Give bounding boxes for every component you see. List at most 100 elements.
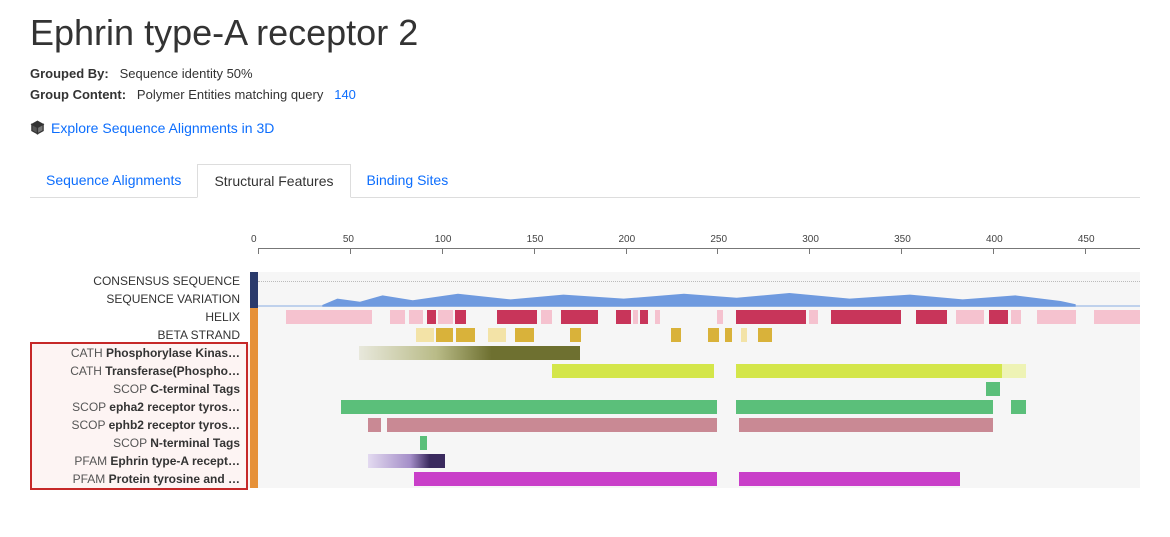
feature-segment[interactable] [390,310,405,324]
track-body [258,416,1140,434]
tab-structural-features[interactable]: Structural Features [197,164,350,198]
explore-3d-link[interactable]: Explore Sequence Alignments in 3D [51,120,274,136]
feature-segment[interactable] [1011,400,1026,414]
feature-segment[interactable] [416,328,434,342]
feature-segment[interactable] [570,328,581,342]
axis-tick: 300 [809,248,810,254]
feature-segment[interactable] [1037,310,1076,324]
feature-segment[interactable] [616,310,631,324]
track-body [258,470,1140,488]
axis-tick: 50 [350,248,351,254]
feature-segment[interactable] [427,310,436,324]
grouped-by-label: Grouped By: [30,66,109,81]
feature-segment[interactable] [640,310,647,324]
feature-segment[interactable] [359,346,580,360]
feature-segment[interactable] [1002,364,1026,378]
feature-segment[interactable] [736,364,1002,378]
feature-segment[interactable] [671,328,680,342]
feature-segment[interactable] [438,310,453,324]
track-row[interactable] [250,290,1140,308]
axis-tick: 200 [626,248,627,254]
track-row[interactable] [250,326,1140,344]
feature-segment[interactable] [497,310,537,324]
tab-binding-sites[interactable]: Binding Sites [351,164,465,197]
track-label: SEQUENCE VARIATION [30,290,250,308]
feature-segment[interactable] [341,400,718,414]
track-row[interactable] [250,398,1140,416]
track-label: HELIX [30,308,250,326]
feature-segment[interactable] [552,364,714,378]
feature-segment[interactable] [655,310,661,324]
feature-segment[interactable] [368,418,381,432]
axis-tick: 350 [901,248,902,254]
feature-segment[interactable] [409,310,424,324]
feature-segment[interactable] [456,328,474,342]
feature-segment[interactable] [956,310,984,324]
track-row[interactable] [250,416,1140,434]
track-body [258,308,1140,326]
track-row[interactable] [250,380,1140,398]
feature-segment[interactable] [736,400,993,414]
track-label: CONSENSUS SEQUENCE [30,272,250,290]
feature-segment[interactable] [916,310,947,324]
feature-segment[interactable] [741,328,747,342]
feature-segment[interactable] [1011,310,1020,324]
feature-segment[interactable] [420,436,427,450]
track-color-tab [250,290,258,308]
axis-tick: 0 [258,248,259,254]
explore-row: Explore Sequence Alignments in 3D [30,120,1140,136]
feature-segment[interactable] [436,328,453,342]
track-color-tab [250,452,258,470]
feature-segment[interactable] [1094,310,1140,324]
feature-segment[interactable] [758,328,773,342]
track-row[interactable] [250,308,1140,326]
tab-sequence-alignments[interactable]: Sequence Alignments [30,164,197,197]
feature-segment[interactable] [368,454,445,468]
track-color-tab [250,398,258,416]
track-label: CATH Phosphorylase Kinas… [30,344,250,362]
track-color-tab [250,470,258,488]
feature-segment[interactable] [739,472,960,486]
track-color-tab [250,416,258,434]
track-area [250,272,1140,488]
group-content-count-link[interactable]: 140 [334,87,356,102]
feature-segment[interactable] [736,310,806,324]
feature-segment[interactable] [739,418,993,432]
axis-tick: 400 [993,248,994,254]
feature-segment[interactable] [515,328,533,342]
axis-tick: 450 [1085,248,1086,254]
track-row[interactable] [250,434,1140,452]
feature-segment[interactable] [541,310,552,324]
track-row[interactable] [250,272,1140,290]
track-color-tab [250,272,258,290]
feature-segment[interactable] [633,310,639,324]
axis-tick: 250 [717,248,718,254]
tabs: Sequence Alignments Structural Features … [30,164,1140,198]
axis-tick: 150 [534,248,535,254]
track-label: SCOP C-terminal Tags [30,380,250,398]
feature-segment[interactable] [286,310,372,324]
track-row[interactable] [250,452,1140,470]
feature-segment[interactable] [989,310,1007,324]
feature-segment[interactable] [831,310,901,324]
track-body [258,344,1140,362]
track-row[interactable] [250,470,1140,488]
feature-segment[interactable] [455,310,466,324]
meta-grouped-by: Grouped By: Sequence identity 50% [30,64,1140,85]
feature-segment[interactable] [708,328,719,342]
feature-segment[interactable] [809,310,818,324]
track-row[interactable] [250,344,1140,362]
feature-segment[interactable] [387,418,718,432]
feature-segment[interactable] [717,310,723,324]
track-color-tab [250,308,258,326]
feature-viewer: CONSENSUS SEQUENCESEQUENCE VARIATIONHELI… [30,248,1140,488]
feature-segment[interactable] [725,328,732,342]
track-body [258,434,1140,452]
feature-segment[interactable] [561,310,598,324]
feature-segment[interactable] [488,328,506,342]
track-color-tab [250,434,258,452]
track-body [258,362,1140,380]
feature-segment[interactable] [414,472,717,486]
track-row[interactable] [250,362,1140,380]
feature-segment[interactable] [986,382,1001,396]
